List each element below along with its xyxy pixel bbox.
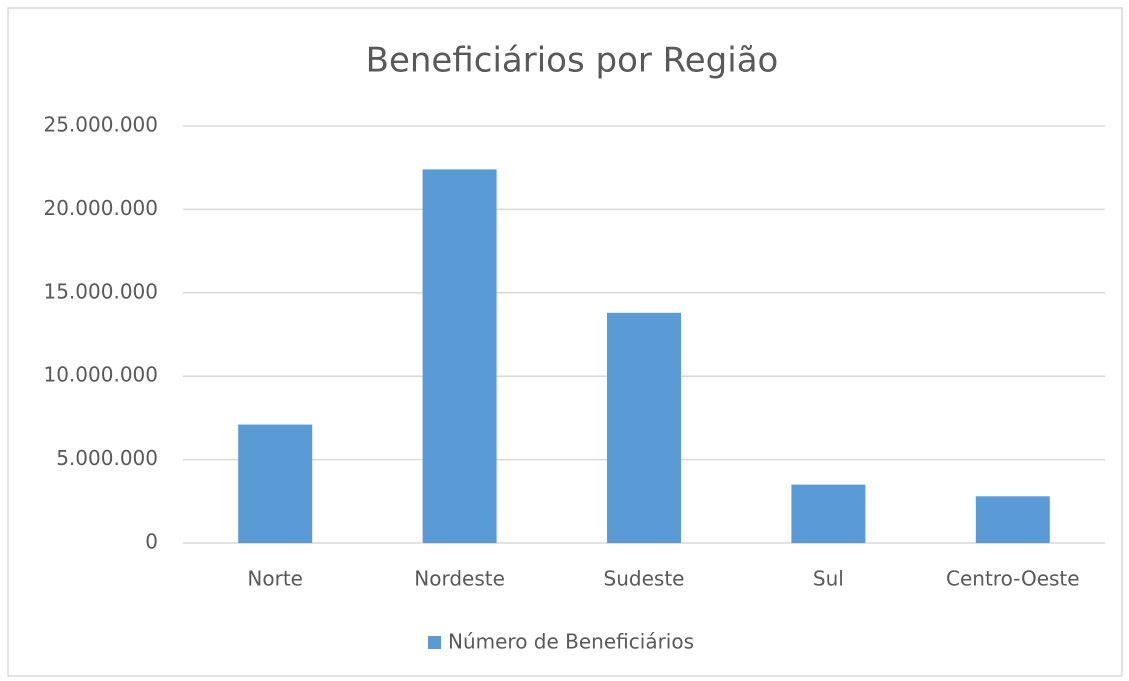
- y-tick-label: 15.000.000: [43, 279, 158, 303]
- x-tick-label: Sudeste: [604, 567, 685, 591]
- y-tick-label: 20.000.000: [43, 196, 158, 220]
- legend-swatch: [428, 636, 441, 649]
- x-tick-label: Nordeste: [414, 567, 505, 591]
- bar: [975, 496, 1050, 543]
- x-tick-label: Centro-Oeste: [946, 567, 1080, 591]
- bar: [422, 169, 497, 544]
- y-tick-label: 5.000.000: [56, 446, 158, 470]
- y-tick-label: 25.000.000: [43, 113, 158, 137]
- y-tick-label: 10.000.000: [43, 363, 158, 387]
- bar: [607, 312, 681, 543]
- bar: [791, 484, 866, 543]
- y-tick-label: 0: [145, 530, 158, 554]
- legend-label: Número de Beneficiários: [448, 630, 694, 654]
- x-tick-label: Sul: [813, 567, 844, 591]
- chart-title: Beneficiários por Região: [366, 41, 779, 81]
- x-tick-label: Norte: [247, 567, 303, 591]
- chart-frame: [7, 7, 1123, 677]
- bar: [238, 424, 313, 543]
